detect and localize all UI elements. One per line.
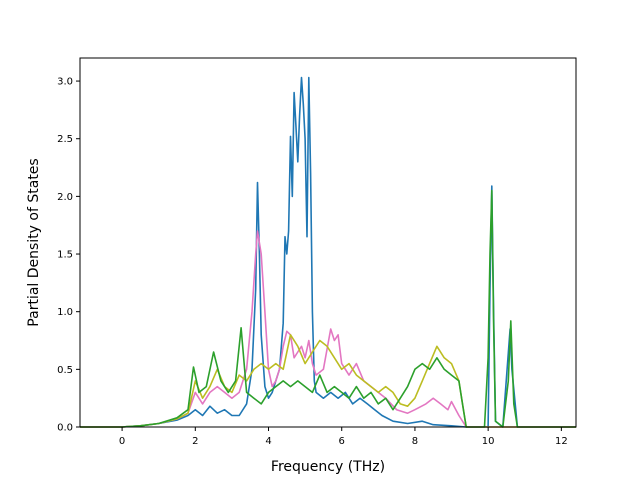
x-tick-label: 12 <box>555 436 568 447</box>
x-tick-label: 10 <box>482 436 495 447</box>
series-line-1 <box>80 76 576 428</box>
y-axis-ticks: 0.0 0.5 1.0 1.5 2.0 2.5 3.0 <box>57 77 80 434</box>
x-axis-label: Frequency (THz) <box>271 459 385 475</box>
plot-frame <box>79 57 577 428</box>
x-tick-label: 2 <box>192 436 198 447</box>
y-tick-label: 1.0 <box>57 307 73 318</box>
series-line-3 <box>80 333 576 428</box>
x-tick-label: 6 <box>339 436 345 447</box>
y-axis-label: Partial Density of States <box>26 158 42 326</box>
series-line-2 <box>80 230 576 428</box>
x-tick-label: 0 <box>119 436 125 447</box>
x-tick-label: 8 <box>412 436 418 447</box>
y-tick-label: 1.5 <box>57 250 73 261</box>
y-tick-label: 2.0 <box>57 192 73 203</box>
series-line-4 <box>80 189 576 428</box>
y-tick-label: 0.5 <box>57 365 73 376</box>
series-lines <box>80 76 576 428</box>
y-tick-label: 3.0 <box>57 77 73 88</box>
y-tick-label: 2.5 <box>57 134 73 145</box>
x-tick-label: 4 <box>265 436 271 447</box>
x-axis-ticks: 0 2 4 6 8 10 12 <box>119 427 568 447</box>
y-tick-label: 0.0 <box>57 423 73 434</box>
